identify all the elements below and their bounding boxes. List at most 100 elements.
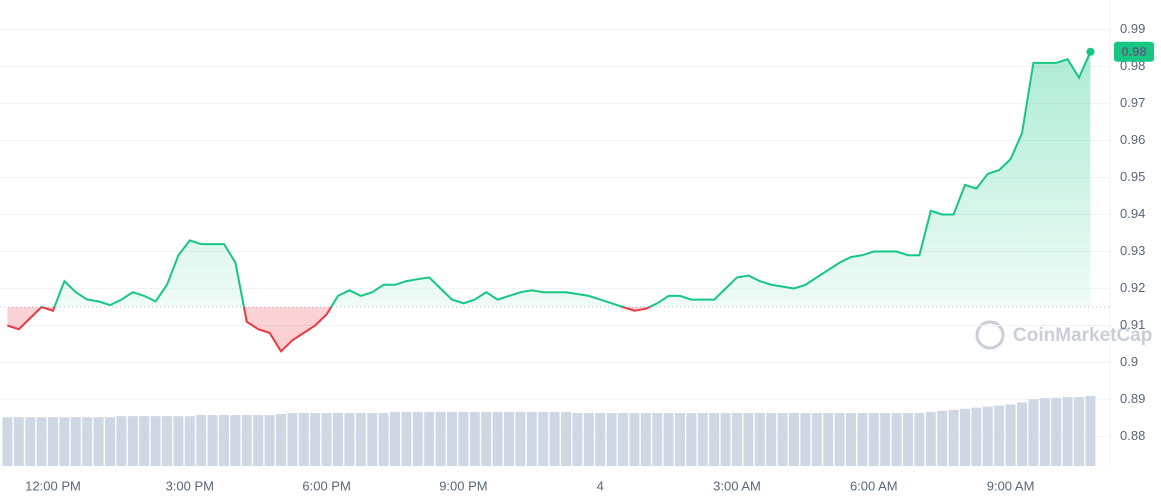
volume-bar xyxy=(925,411,936,466)
y-tick-label: 0.9 xyxy=(1120,354,1138,369)
volume-bar xyxy=(1005,404,1016,466)
volume-bar xyxy=(207,415,218,466)
volume-bar xyxy=(937,410,948,466)
x-tick-label: 6:00 PM xyxy=(302,478,350,493)
volume-bar xyxy=(606,412,617,466)
volume-bar xyxy=(1017,402,1027,466)
volume-bar xyxy=(367,412,378,466)
volume-bar xyxy=(276,414,286,466)
volume-bar xyxy=(960,408,970,466)
volume-bar xyxy=(857,412,868,466)
volume-bar xyxy=(811,412,822,466)
volume-bar xyxy=(880,412,891,466)
volume-bar xyxy=(127,416,138,466)
volume-bar xyxy=(868,412,879,466)
volume-bar xyxy=(948,409,959,466)
volume-bar xyxy=(481,411,492,466)
volume-bar xyxy=(595,412,606,466)
volume-bar xyxy=(105,417,115,466)
volume-bar xyxy=(629,412,640,466)
volume-bar xyxy=(572,412,583,466)
watermark: CoinMarketCap xyxy=(975,320,1152,350)
volume-bar xyxy=(583,412,594,466)
volume-bar xyxy=(36,417,47,466)
volume-bar xyxy=(663,412,674,466)
volume-bar xyxy=(264,415,275,466)
volume-bar xyxy=(732,412,742,466)
volume-bar xyxy=(777,412,788,466)
volume-bar xyxy=(800,412,811,466)
volume-bar xyxy=(675,412,685,466)
y-tick-label: 0.91 xyxy=(1120,317,1145,332)
volume-bar xyxy=(13,417,24,466)
volume-bar xyxy=(743,412,754,466)
volume-bar xyxy=(25,417,36,466)
volume-bar xyxy=(903,412,913,466)
volume-bar xyxy=(1074,397,1084,466)
volume-bar xyxy=(435,411,446,466)
volume-bar xyxy=(526,411,537,466)
volume-bar xyxy=(139,416,150,466)
volume-bar xyxy=(253,415,264,466)
volume-bar xyxy=(230,415,241,466)
volume-bar xyxy=(355,412,366,466)
watermark-text: CoinMarketCap xyxy=(1013,325,1152,346)
volume-bar xyxy=(618,412,628,466)
volume-bar xyxy=(538,411,549,466)
volume-bar xyxy=(697,412,708,466)
volume-bar xyxy=(504,411,514,466)
x-tick-label: 12:00 PM xyxy=(25,478,81,493)
watermark-logo xyxy=(975,320,1005,350)
price-tag-label: 0.98 xyxy=(1121,44,1146,59)
volume-bar xyxy=(720,412,731,466)
volume-bar xyxy=(458,411,469,466)
price-line-up xyxy=(40,51,1092,307)
volume-bar xyxy=(298,412,309,466)
volume-bar xyxy=(401,411,412,466)
volume-bar xyxy=(2,417,13,466)
volume-bar xyxy=(492,411,503,466)
volume-bar xyxy=(196,415,207,466)
volume-bar xyxy=(834,412,845,466)
volume-bar xyxy=(390,411,400,466)
area-up xyxy=(7,51,1091,307)
volume-bar xyxy=(982,406,993,466)
y-tick-label: 0.88 xyxy=(1120,428,1145,443)
volume-bar xyxy=(561,411,571,466)
volume-bar xyxy=(754,412,765,466)
last-point xyxy=(1086,47,1095,56)
volume-bar xyxy=(162,416,172,466)
y-tick-label: 0.96 xyxy=(1120,132,1145,147)
x-tick-label: 4 xyxy=(597,478,604,493)
y-tick-label: 0.92 xyxy=(1120,280,1145,295)
volume-bar xyxy=(344,412,355,466)
x-tick-label: 6:00 AM xyxy=(850,478,898,493)
y-tick-label: 0.94 xyxy=(1120,206,1145,221)
volume-bar xyxy=(789,412,799,466)
volume-bar xyxy=(333,412,343,466)
volume-bar xyxy=(914,412,925,466)
volume-bar xyxy=(994,405,1005,466)
volume-bar xyxy=(173,416,184,466)
volume-bar xyxy=(241,415,252,466)
volume-bar xyxy=(640,412,651,466)
volume-bar xyxy=(549,411,560,466)
volume-bar xyxy=(891,412,902,466)
volume-bar xyxy=(1039,398,1050,466)
y-tick-label: 0.97 xyxy=(1120,95,1145,110)
volume-bar xyxy=(447,411,457,466)
volume-bar xyxy=(1085,396,1096,466)
volume-bar xyxy=(219,415,229,466)
volume-bar xyxy=(709,412,720,466)
volume-bar xyxy=(59,417,70,466)
volume-bar xyxy=(1051,398,1062,466)
volume-bar xyxy=(82,417,93,466)
volume-bar xyxy=(378,412,389,466)
volume-bar xyxy=(412,411,423,466)
volume-bar xyxy=(1028,399,1039,466)
y-tick-label: 0.89 xyxy=(1120,391,1145,406)
volume-bar xyxy=(469,411,480,466)
volume-bar xyxy=(652,412,663,466)
x-tick-label: 3:00 PM xyxy=(166,478,214,493)
